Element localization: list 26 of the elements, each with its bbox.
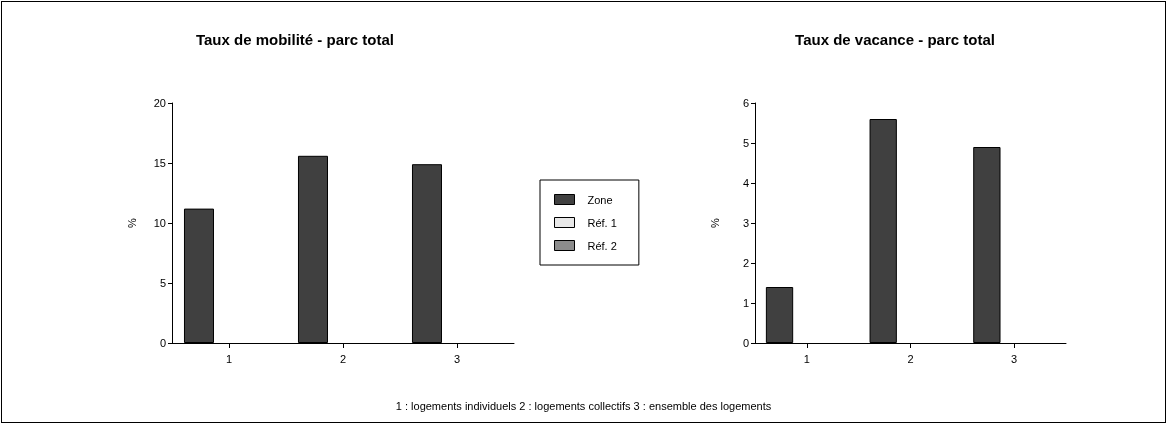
y-tick-label: 10: [153, 217, 166, 229]
y-tick-label: 0: [742, 337, 749, 349]
y-tick-label: 3: [742, 217, 749, 229]
x-tick-label: 3: [1011, 352, 1018, 365]
text: 1 : logements individuels 2 : logements collectifs 3 : ensemble des logements: [394, 400, 773, 412]
y-tick-label: 5: [742, 137, 749, 149]
y-tick-label: 2: [742, 257, 749, 269]
y-tick-label: 15: [153, 157, 166, 169]
y-axis-title: %: [708, 217, 721, 228]
x-tick-label: 3: [453, 352, 461, 365]
y-axis-title: %: [125, 217, 138, 228]
x-tick-label: 1: [225, 352, 233, 365]
legend-label: Réf. 1: [587, 216, 617, 229]
y-tick-label: 1: [742, 297, 749, 309]
x-tick-label: 2: [339, 352, 347, 365]
legend-label: Zone: [587, 193, 613, 206]
x-tick-label: 1: [803, 352, 810, 365]
y-tick-label: 5: [159, 277, 166, 289]
y-tick-label: 0: [159, 337, 166, 349]
chart-title: Taux de vacance - parc total: [795, 31, 995, 48]
chart-title: Taux de mobilité - parc total: [195, 31, 395, 48]
y-tick-label: 6: [742, 97, 749, 109]
y-tick-label: 4: [742, 177, 749, 189]
legend-label: Réf. 2: [587, 239, 617, 252]
x-tick-label: 2: [907, 352, 914, 365]
y-tick-label: 20: [153, 97, 166, 109]
